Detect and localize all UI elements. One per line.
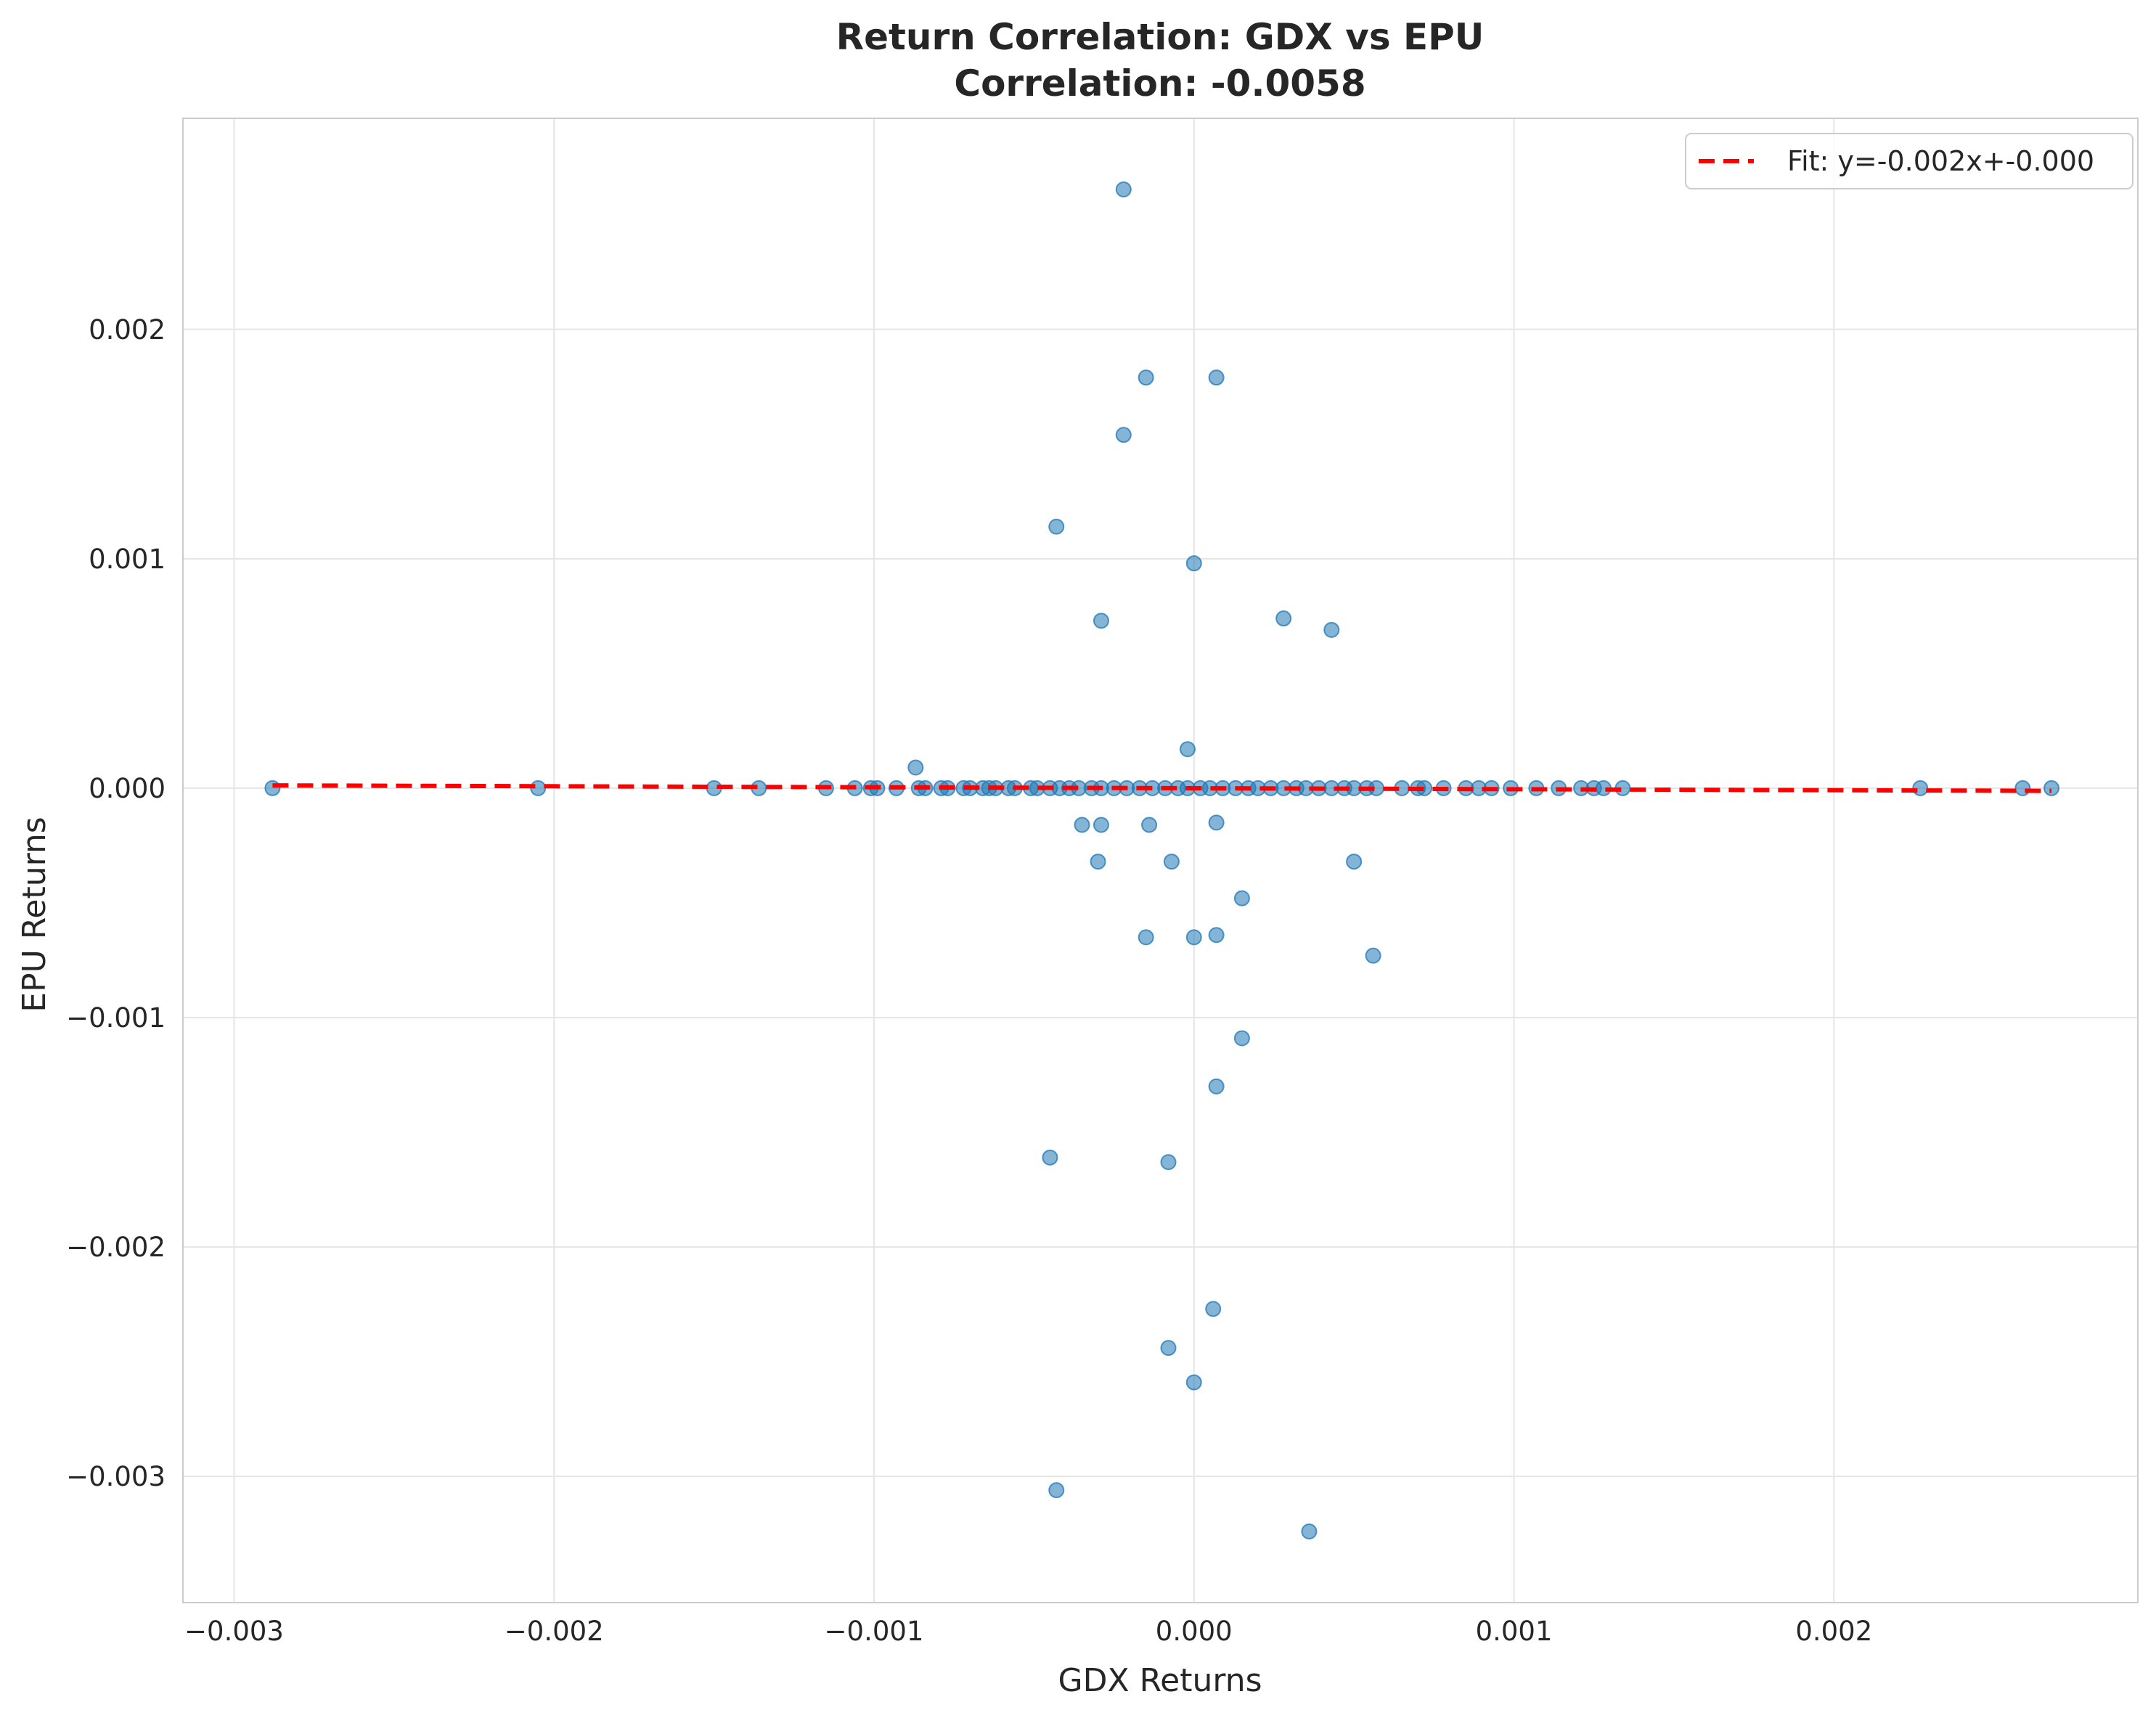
scatter-point xyxy=(1205,1301,1222,1317)
scatter-point xyxy=(1275,610,1292,627)
scatter-point xyxy=(907,759,924,776)
scatter-point xyxy=(1160,1340,1177,1357)
y-axis-label: EPU Returns xyxy=(16,817,53,1012)
x-tick-labels: −0.003 −0.002 −0.001 0.000 0.001 0.002 xyxy=(184,1616,1872,1647)
legend-label-fit: Fit: y=-0.002x+-0.000 xyxy=(1787,145,2094,177)
x-tick-label: −0.001 xyxy=(825,1616,924,1647)
y-tick-label: 0.001 xyxy=(89,544,166,575)
scatter-point xyxy=(1365,947,1381,964)
scatter-point xyxy=(1048,518,1065,535)
scatter-point xyxy=(1185,1374,1202,1391)
scatter-point xyxy=(1093,613,1109,629)
x-axis-label: GDX Returns xyxy=(1058,1662,1262,1699)
scatter-point xyxy=(1323,621,1340,638)
scatter-point xyxy=(1074,817,1090,833)
legend-box xyxy=(1685,133,2133,189)
scatter-point xyxy=(264,780,281,796)
x-tick-label: 0.002 xyxy=(1795,1616,1872,1647)
scatter-point xyxy=(1912,780,1929,796)
scatter-point xyxy=(1208,927,1225,944)
scatter-point xyxy=(1115,427,1132,443)
scatter-point xyxy=(1115,181,1132,197)
scatter-point xyxy=(1141,817,1158,833)
scatter-point xyxy=(1138,369,1154,386)
fit-line xyxy=(272,783,2052,793)
legend: Fit: y=-0.002x+-0.000 xyxy=(1685,133,2133,189)
x-tick-label: 0.001 xyxy=(1476,1616,1553,1647)
scatter-point xyxy=(1163,854,1180,870)
x-tick-label: 0.000 xyxy=(1156,1616,1233,1647)
y-tick-label: 0.000 xyxy=(89,773,166,804)
plot-area-frame xyxy=(182,118,2139,1603)
chart-title: Return Correlation: GDX vs EPU xyxy=(836,16,1485,58)
scatter-point xyxy=(1093,817,1109,833)
scatter-point xyxy=(1185,555,1202,572)
y-tick-labels: 0.002 0.001 0.000 −0.001 −0.002 −0.003 xyxy=(66,314,166,1492)
scatter-point xyxy=(1346,854,1363,870)
scatter-point xyxy=(1233,890,1250,907)
y-tick-label: −0.001 xyxy=(66,1002,166,1034)
scatter-point xyxy=(1042,1149,1058,1166)
scatter-point xyxy=(1090,854,1106,870)
scatter-point xyxy=(1185,929,1202,946)
scatter-point xyxy=(1301,1523,1318,1540)
scatter-point xyxy=(1138,929,1154,946)
x-tick-label: −0.002 xyxy=(505,1616,604,1647)
scatter-point xyxy=(1179,741,1196,758)
scatter-point xyxy=(1208,369,1225,386)
scatter-point xyxy=(1208,814,1225,831)
scatter-point xyxy=(2043,780,2059,796)
scatter-point xyxy=(2014,780,2031,796)
scatter-point xyxy=(1208,1078,1225,1095)
y-tick-label: −0.002 xyxy=(66,1232,166,1263)
scatter-point xyxy=(1233,1030,1250,1047)
y-tick-label: −0.003 xyxy=(66,1461,166,1492)
chart-subtitle: Correlation: -0.0058 xyxy=(954,62,1365,105)
scatter-point xyxy=(1160,1154,1177,1171)
x-tick-label: −0.003 xyxy=(184,1616,284,1647)
scatter-point xyxy=(1048,1482,1065,1499)
y-tick-label: 0.002 xyxy=(89,314,166,345)
